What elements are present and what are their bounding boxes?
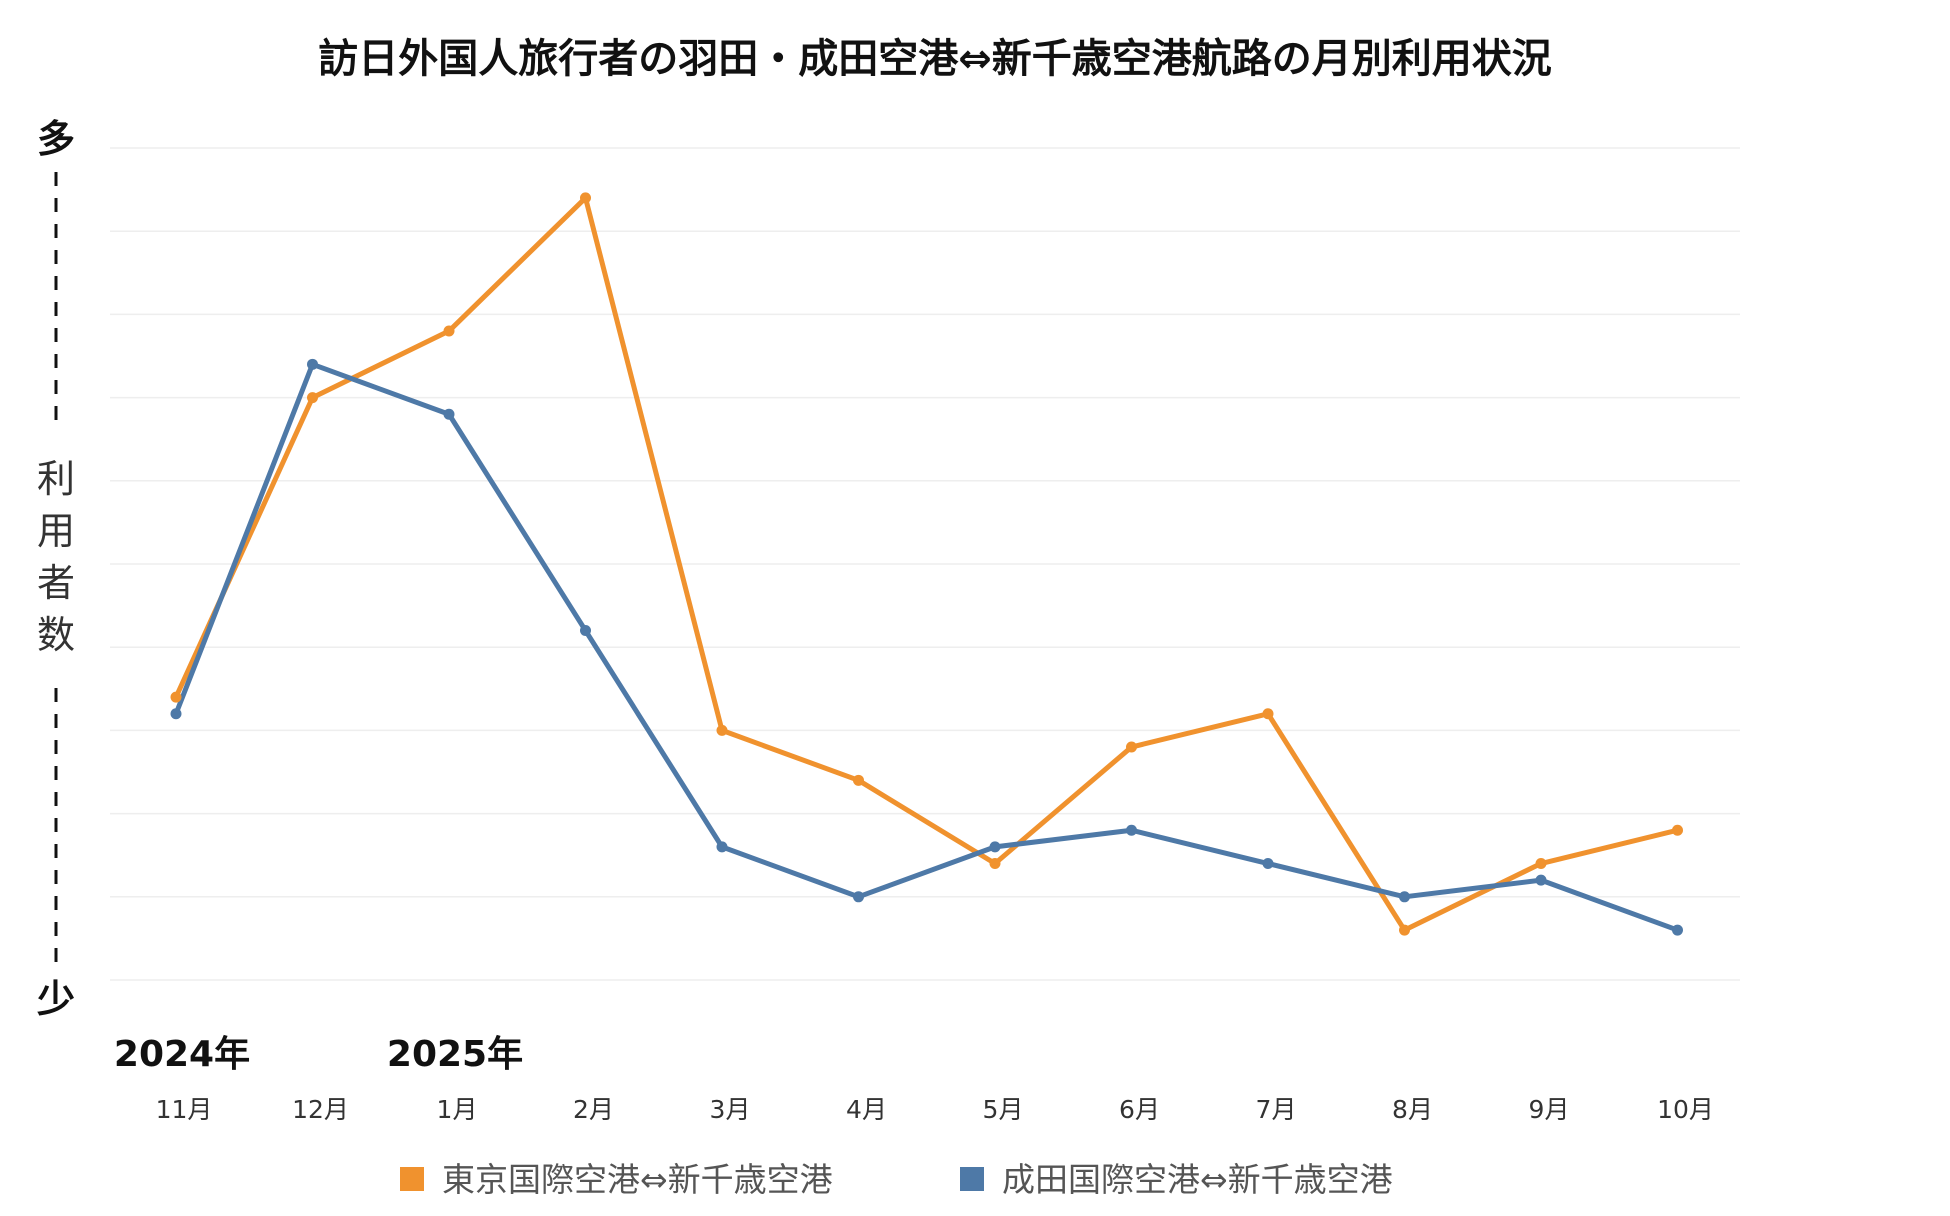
- x-tick-label: 9月: [1529, 1095, 1570, 1124]
- series-line-1: [173, 195, 1679, 933]
- x-tick-label: 5月: [983, 1095, 1024, 1124]
- data-point-s2-1: [170, 708, 182, 720]
- data-point-s1-12: [1672, 824, 1683, 836]
- data-point-s2-7: [989, 841, 1001, 853]
- x-tick-label: 4月: [846, 1095, 887, 1124]
- data-point-s2-4: [580, 625, 591, 637]
- y-axis-label-char: 用: [37, 509, 75, 553]
- legend: 東京国際空港⇔新千歳空港 成田国際空港⇔新千歳空港: [400, 1160, 1393, 1199]
- year-labels: 2024年 2025年: [114, 1034, 523, 1075]
- data-point-s2-11: [1535, 874, 1547, 886]
- x-tick-label: 6月: [1119, 1095, 1160, 1124]
- data-point-s1-4: [580, 192, 591, 204]
- data-point-s1-11: [1535, 858, 1547, 870]
- data-point-s2-10: [1399, 891, 1410, 903]
- legend-label: 成田国際空港⇔新千歳空港: [1002, 1160, 1393, 1199]
- chart-title: 訪日外国人旅行者の羽田・成田空港⇔新千歳空港航路の月別利用状況: [318, 36, 1552, 82]
- gridlines: [110, 147, 1740, 981]
- x-tick-label: 8月: [1392, 1095, 1433, 1124]
- series-lines: [170, 192, 1683, 936]
- legend-swatch: [400, 1167, 424, 1191]
- y-axis-top-label: 多: [37, 117, 75, 161]
- y-axis-bottom-label: 少: [37, 977, 75, 1021]
- data-point-s2-5: [716, 841, 728, 853]
- data-point-s1-3: [443, 325, 455, 337]
- x-tick-label: 7月: [1256, 1095, 1297, 1124]
- data-point-s1-5: [716, 724, 728, 736]
- legend-swatch: [960, 1167, 984, 1191]
- data-point-s1-10: [1399, 924, 1410, 936]
- x-tick-label: 10月: [1657, 1095, 1714, 1124]
- data-point-s1-1: [170, 691, 182, 703]
- x-tick-label: 1月: [437, 1095, 478, 1124]
- y-axis-label-char: 者: [37, 561, 75, 605]
- data-point-s2-9: [1262, 858, 1274, 870]
- data-point-s2-2: [307, 358, 318, 370]
- legend-label: 東京国際空港⇔新千歳空港: [442, 1160, 833, 1199]
- year-label: 2024年: [114, 1034, 250, 1075]
- data-point-s2-12: [1672, 924, 1683, 936]
- x-tick-label: 12月: [292, 1095, 349, 1124]
- x-tick-label: 11月: [156, 1095, 213, 1124]
- x-tick-label: 2月: [573, 1095, 614, 1124]
- data-point-s2-8: [1126, 824, 1137, 836]
- data-point-s1-6: [853, 774, 864, 786]
- series-line-2: [173, 361, 1679, 933]
- y-axis-label-char: 利: [37, 457, 75, 501]
- x-axis-ticks: 11月 12月 1月 2月 3月 4月 5月 6月 7月 8月 9月 10月: [156, 1095, 1714, 1124]
- data-point-s1-2: [307, 392, 318, 404]
- data-point-s1-8: [1126, 741, 1137, 753]
- data-point-s1-7: [989, 858, 1001, 870]
- y-axis-label-char: 数: [37, 613, 75, 657]
- year-label: 2025年: [387, 1034, 523, 1075]
- data-point-s2-6: [853, 891, 864, 903]
- x-tick-label: 3月: [710, 1095, 751, 1124]
- data-point-s2-3: [443, 408, 455, 420]
- data-point-s1-9: [1262, 708, 1274, 720]
